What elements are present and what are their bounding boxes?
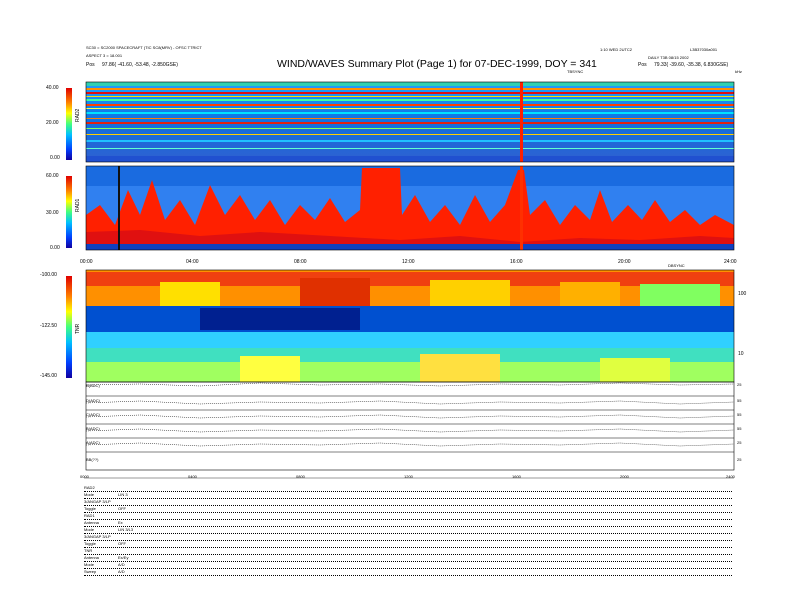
rad1-ytick-mid: 30.00 xyxy=(46,210,59,216)
tnr-spectrogram xyxy=(86,270,734,382)
adc-panels xyxy=(85,382,735,453)
setting-row: Mode LIN 3 xyxy=(84,491,732,499)
rad2-ylabel: RAD2 xyxy=(75,108,81,122)
header-left-pos-label: Pos xyxy=(86,62,95,68)
rad1-xtick-1: 04:00 xyxy=(186,259,199,265)
rad1-xtick-3: 12:00 xyxy=(402,259,415,265)
adc-xtick-3: 1200 xyxy=(404,474,413,479)
tnr-ytick-mid: -122.50 xyxy=(40,323,57,329)
setting-row: RAD2 xyxy=(84,484,732,492)
setting-row: Antenna Ex/Ey xyxy=(84,554,732,562)
adc-label-3: C(ADC) xyxy=(86,412,100,417)
dbsync-label: DBSYNC xyxy=(668,263,685,268)
adc-right-tick-6: 25 xyxy=(737,457,742,462)
adc-right-tick-1: 25 xyxy=(737,382,742,387)
adc-label-6: BB(??) xyxy=(86,457,99,462)
tnr-right-tick-100: 100 xyxy=(738,291,747,297)
adc-xtick-0: 0000 xyxy=(80,474,89,479)
khz-label: kHz xyxy=(735,69,742,74)
adc-label-1: B(ADC) xyxy=(86,383,100,388)
rad2-ytick-mid: 20.00 xyxy=(46,120,59,126)
adc-right-tick-5: 25 xyxy=(737,440,742,445)
adc-xtick-6: 2400 xyxy=(726,474,735,479)
adc-label-2: D(ADC) xyxy=(86,398,100,403)
header-left-line2: ASPECT 3 = 18.001 xyxy=(86,53,123,58)
setting-row: Toggle OFF xyxy=(84,540,732,548)
header-right-pos-value: 79.33( -39.60, -35.38, 6.830GSE) xyxy=(654,62,729,68)
adc-label-4: B(ADC) xyxy=(86,426,100,431)
setting-row: Mode A/D xyxy=(84,561,732,569)
setting-row: Toggle OFF xyxy=(84,505,732,513)
rad1-xtick-0: 00:00 xyxy=(80,259,93,265)
rad2-spectrogram xyxy=(86,82,734,162)
adc-label-5: A(ADC) xyxy=(86,440,100,445)
setting-row: Mode LIN 3/L3 xyxy=(84,526,732,534)
tnr-right-tick-10: 10 xyxy=(738,351,744,357)
header-left-pos-value: 97.86( -41.60, -53.48, -2.850GSE) xyxy=(102,62,178,68)
adc-xtick-1: 0400 xyxy=(188,474,197,479)
rad2-ytick-top: 40.00 xyxy=(46,85,59,91)
tnr-ytick-bottom: -145.00 xyxy=(40,373,57,379)
adc-xtick-4: 1600 xyxy=(512,474,521,479)
setting-row: Sweep A/D xyxy=(84,568,732,576)
rad2-ytick-bottom: 0.00 xyxy=(50,155,60,161)
adc-right-tick-4: 55 xyxy=(737,426,742,431)
adc-xtick-5: 2000 xyxy=(620,474,629,479)
setting-row: 3/ANGAP 3/LP xyxy=(84,533,732,541)
rad1-ylabel: RAD1 xyxy=(75,198,81,212)
header-left-line1: SC30 = SC2000 SPACECRAFT (TIC SC8(MRV) -… xyxy=(86,45,202,50)
rad1-xtick-5: 20:00 xyxy=(618,259,631,265)
rad1-xtick-4: 16:00 xyxy=(510,259,523,265)
adc-right-tick-2: 55 xyxy=(737,398,742,403)
tnr-ytick-top: -100.00 xyxy=(40,272,57,278)
setting-row: TNR xyxy=(84,547,732,555)
rad1-ytick-top: 60.00 xyxy=(46,173,59,179)
setting-row: 3/ANGAP 3/LP xyxy=(84,498,732,506)
adc-xtick-2: 0800 xyxy=(296,474,305,479)
header-right-line1: 1:10 WED 2UTC2 xyxy=(600,47,633,52)
tbsync-label: TBSYNC xyxy=(567,69,584,74)
rad1-colorbar xyxy=(66,176,72,248)
setting-row: RAD1 xyxy=(84,512,732,520)
tnr-ylabel: TNR xyxy=(75,323,81,334)
page-title: WIND/WAVES Summary Plot (Page 1) for 07-… xyxy=(277,58,597,70)
tnr-colorbar xyxy=(66,276,72,378)
rad1-ytick-bottom: 0.00 xyxy=(50,245,60,251)
header-right-line2: DAILY T3B 08/15 2002 xyxy=(648,55,689,60)
rad2-colorbar xyxy=(66,88,72,160)
setting-row: Antenna Ex xyxy=(84,519,732,527)
adc-right-tick-3: 55 xyxy=(737,412,742,417)
header-right-code: L3B37030a001 xyxy=(690,47,718,52)
rad1-xtick-2: 08:00 xyxy=(294,259,307,265)
header-right-pos-label: Pos xyxy=(638,62,647,68)
rad1-xtick-6: 24:00 xyxy=(724,259,737,265)
rad1-spectrogram xyxy=(86,166,734,250)
